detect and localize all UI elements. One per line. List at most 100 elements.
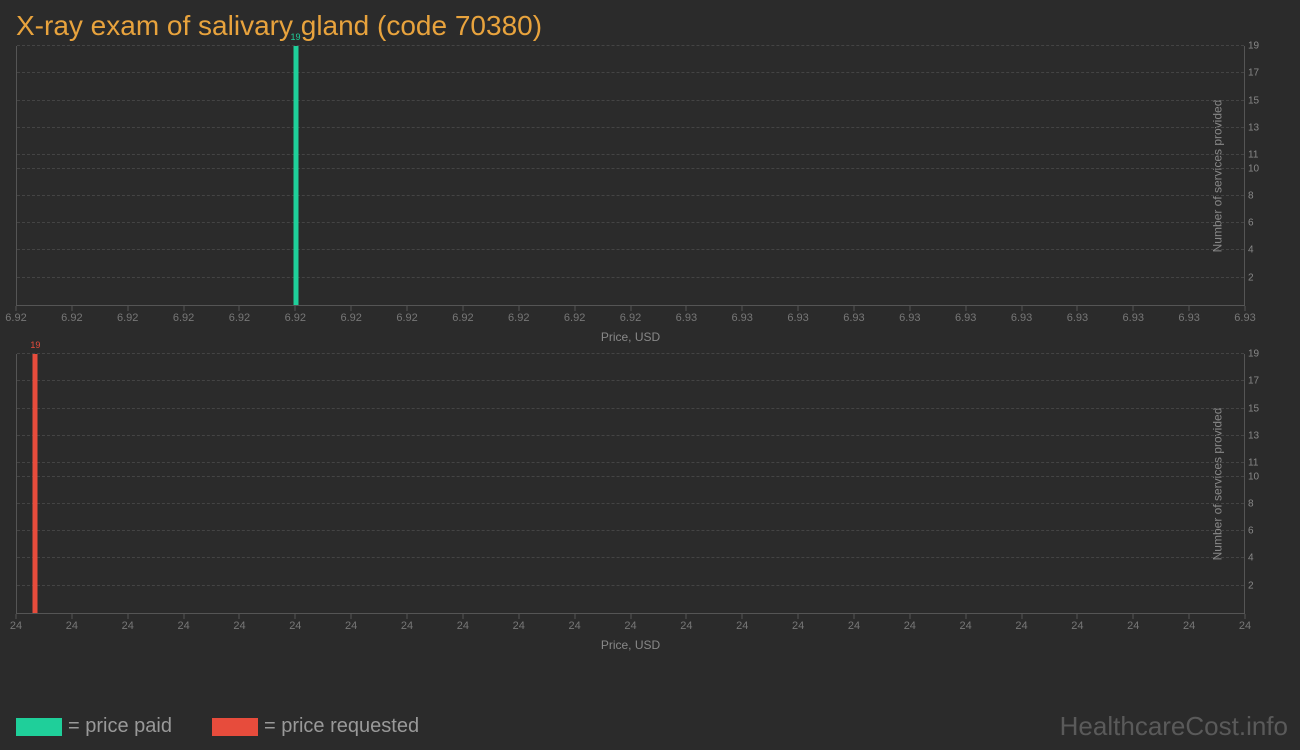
gridline [17, 476, 1244, 477]
gridline [17, 435, 1244, 436]
x-tick: 6.92 [173, 312, 194, 324]
x-tick: 6.92 [620, 312, 641, 324]
x-tick: 24 [1071, 620, 1083, 632]
gridline [17, 222, 1244, 223]
x-tick-mark [127, 306, 128, 311]
x-tick-mark [909, 614, 910, 619]
x-tick-mark [351, 306, 352, 311]
x-tick: 24 [680, 620, 692, 632]
y-tick: 4 [1248, 553, 1272, 564]
x-tick-mark [351, 614, 352, 619]
y-tick: 17 [1248, 68, 1272, 79]
gridline [17, 530, 1244, 531]
bar-value-label: 19 [30, 340, 40, 350]
x-tick-mark [909, 306, 910, 311]
x-tick-mark [1245, 306, 1246, 311]
x-tick: 24 [289, 620, 301, 632]
legend-label-requested: = price requested [264, 715, 419, 738]
x-tick: 6.92 [61, 312, 82, 324]
x-tick: 6.93 [1011, 312, 1032, 324]
x-tick: 6.93 [1234, 312, 1255, 324]
watermark: HealthcareCost.info [1060, 711, 1288, 742]
data-bar: 19 [293, 46, 298, 305]
y-tick: 15 [1248, 95, 1272, 106]
x-tick-mark [686, 614, 687, 619]
x-tick: 24 [1183, 620, 1195, 632]
x-tick: 24 [1015, 620, 1027, 632]
x-tick-mark [518, 614, 519, 619]
gridline [17, 462, 1244, 463]
y-tick: 2 [1248, 272, 1272, 283]
x-tick: 24 [177, 620, 189, 632]
x-tick: 24 [569, 620, 581, 632]
x-tick-mark [183, 306, 184, 311]
x-axis-label-1: Price, USD [601, 330, 660, 344]
x-tick-mark [1245, 614, 1246, 619]
x-tick: 24 [904, 620, 916, 632]
x-tick-mark [407, 614, 408, 619]
x-tick: 24 [513, 620, 525, 632]
page-title: X-ray exam of salivary gland (code 70380… [0, 0, 1300, 46]
x-tick-mark [798, 306, 799, 311]
x-tick-mark [1077, 306, 1078, 311]
x-tick-mark [16, 306, 17, 311]
x-tick: 24 [401, 620, 413, 632]
plot-area-2: Number of services provided 246810111315… [16, 354, 1245, 614]
x-tick: 24 [10, 620, 22, 632]
x-tick: 6.93 [787, 312, 808, 324]
gridline [17, 154, 1244, 155]
legend-item-requested: = price requested [212, 715, 419, 738]
x-tick-mark [1189, 306, 1190, 311]
x-tick: 24 [848, 620, 860, 632]
y-tick: 6 [1248, 218, 1272, 229]
x-tick: 6.92 [117, 312, 138, 324]
x-tick: 6.92 [396, 312, 417, 324]
x-tick: 24 [345, 620, 357, 632]
bar-value-label: 19 [291, 32, 301, 42]
x-tick: 6.93 [1178, 312, 1199, 324]
gridline [17, 72, 1244, 73]
y-tick: 2 [1248, 580, 1272, 591]
legend-item-paid: = price paid [16, 715, 172, 738]
x-tick: 24 [792, 620, 804, 632]
x-tick-mark [1189, 614, 1190, 619]
x-tick: 6.93 [676, 312, 697, 324]
x-tick-mark [295, 306, 296, 311]
x-tick: 24 [66, 620, 78, 632]
y-tick: 15 [1248, 403, 1272, 414]
x-tick: 6.93 [1067, 312, 1088, 324]
x-tick-mark [295, 614, 296, 619]
x-tick-mark [1021, 306, 1022, 311]
x-tick-mark [127, 614, 128, 619]
y-tick: 11 [1248, 150, 1272, 161]
x-tick-mark [518, 306, 519, 311]
x-tick-mark [71, 614, 72, 619]
y-axis-label-2: Number of services provided [1211, 407, 1225, 560]
y-tick: 17 [1248, 376, 1272, 387]
x-tick-mark [742, 306, 743, 311]
y-tick: 10 [1248, 471, 1272, 482]
x-tick: 24 [736, 620, 748, 632]
gridline [17, 557, 1244, 558]
gridline [17, 249, 1244, 250]
y-tick: 10 [1248, 163, 1272, 174]
legend-swatch-requested [212, 718, 258, 736]
x-tick: 6.92 [229, 312, 250, 324]
y-tick: 8 [1248, 498, 1272, 509]
y-tick: 13 [1248, 122, 1272, 133]
x-tick-mark [742, 614, 743, 619]
x-tick-mark [1077, 614, 1078, 619]
x-tick-mark [1133, 306, 1134, 311]
x-tick: 6.92 [5, 312, 26, 324]
x-tick: 6.92 [508, 312, 529, 324]
x-tick: 24 [960, 620, 972, 632]
data-bar: 19 [33, 354, 38, 613]
x-tick: 6.92 [452, 312, 473, 324]
y-axis-label-1: Number of services provided [1211, 99, 1225, 252]
legend-label-paid: = price paid [68, 715, 172, 738]
x-tick-mark [239, 614, 240, 619]
gridline [17, 277, 1244, 278]
x-tick: 6.92 [340, 312, 361, 324]
x-tick: 24 [233, 620, 245, 632]
x-tick: 6.93 [899, 312, 920, 324]
